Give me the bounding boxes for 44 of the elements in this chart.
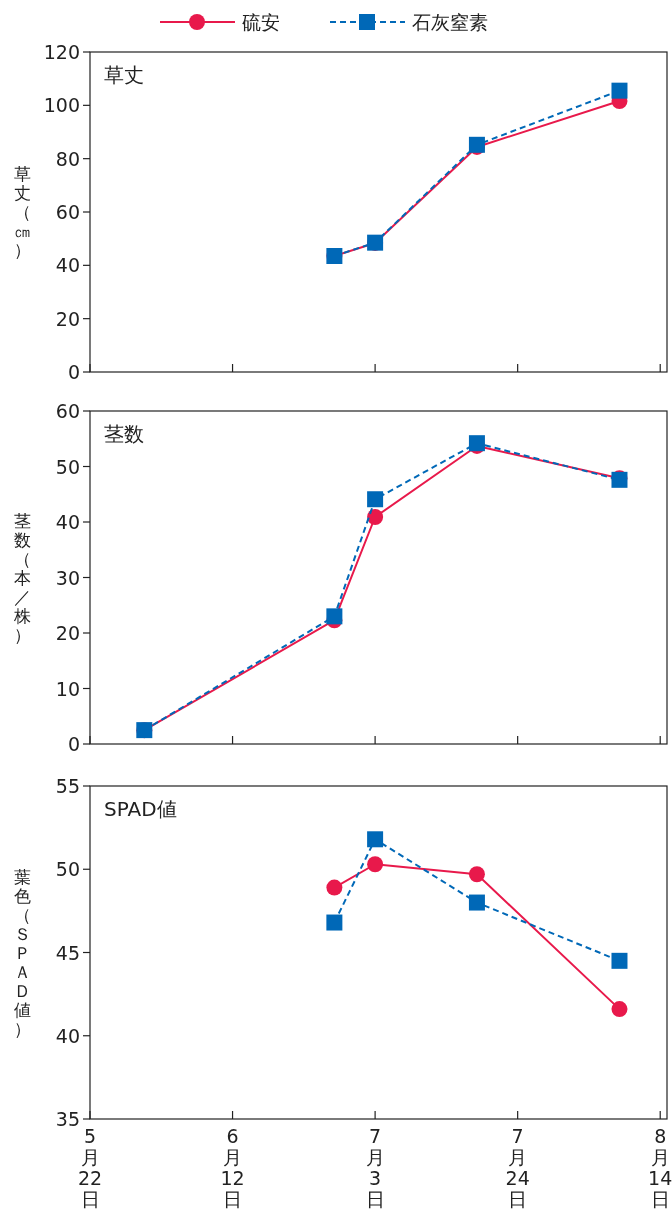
y-tick-label: 45: [55, 941, 80, 964]
legend-label: 硫安: [242, 11, 280, 33]
y-tick-label: 50: [55, 858, 80, 881]
y-tick-label: 40: [55, 511, 80, 533]
y-tick-label: 0: [67, 733, 80, 755]
y-tick-label: 40: [55, 1024, 80, 1047]
x-tick-label: 7月3日: [365, 1125, 385, 1210]
y-tick-label: 30: [55, 566, 80, 589]
y-tick-label: 60: [55, 400, 80, 422]
y-tick-label: 20: [55, 622, 80, 644]
text: 草丈: [104, 63, 144, 87]
y-tick-label: 10: [55, 677, 80, 700]
legend-label: 石灰窒素: [412, 11, 488, 33]
point: [611, 82, 628, 99]
point: [326, 879, 343, 896]
text: 茎数: [104, 422, 144, 446]
y-axis-title: 茎数（本／株）: [12, 510, 31, 645]
y-tick-label: 20: [55, 307, 80, 330]
y-tick-label: 50: [55, 455, 80, 478]
point: [367, 509, 384, 526]
y-tick-label: 0: [67, 361, 80, 383]
x-tick-label: 6月12日: [220, 1125, 245, 1210]
y-axis-title: 草丈（㎝）: [13, 164, 31, 260]
text: 葉色（ＳＰＡＤ値）: [13, 866, 31, 1039]
point: [367, 856, 384, 873]
y-tick-label: 35: [55, 1108, 80, 1130]
point: [468, 894, 485, 911]
y-tick-label: 120: [43, 41, 80, 63]
y-tick-label: 40: [55, 254, 80, 277]
point: [367, 831, 384, 848]
point: [611, 1001, 628, 1018]
point: [326, 608, 343, 625]
x-tick-label: 8月14日: [648, 1125, 672, 1210]
point: [326, 914, 343, 931]
y-tick-label: 60: [55, 201, 80, 223]
text: SPAD値: [104, 797, 177, 821]
x-tick-label: 7月24日: [505, 1125, 530, 1210]
y-tick-label: 100: [43, 94, 80, 117]
point: [611, 952, 628, 969]
x-tick-label: 5月22日: [77, 1125, 103, 1210]
point: [468, 866, 485, 883]
point: [367, 491, 384, 508]
y-tick-label: 80: [55, 147, 80, 170]
y-tick-label: 55: [55, 775, 80, 797]
